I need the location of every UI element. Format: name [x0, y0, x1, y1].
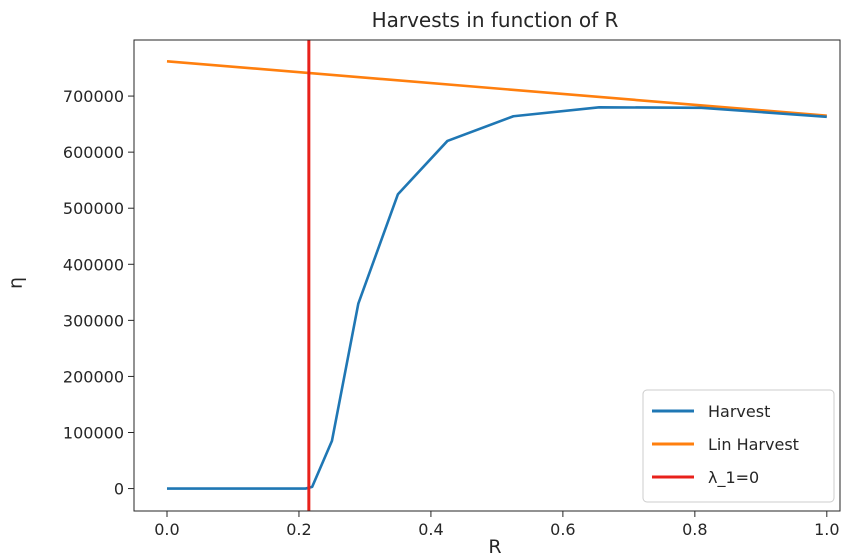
- y-axis-label: η: [5, 277, 27, 289]
- plot-area: [133, 39, 841, 512]
- x-tick-label: 0.2: [286, 520, 311, 539]
- x-tick-label: 1.0: [814, 520, 839, 539]
- y-tick-label: 300000: [63, 311, 124, 330]
- legend-label: Lin Harvest: [708, 435, 799, 454]
- series-line-lin-harvest: [166, 60, 827, 117]
- y-tick-label: 0: [114, 480, 124, 499]
- legend: Harvest Lin Harvest λ_1=0: [642, 389, 835, 503]
- legend-label: λ_1=0: [708, 468, 759, 488]
- y-tick-label: 600000: [63, 143, 124, 162]
- y-axis: 0 100000 200000 300000 400000 500000 600000 700…: [63, 87, 134, 499]
- series-layer: [166, 40, 827, 511]
- x-tick-label: 0.4: [418, 520, 443, 539]
- legend-label: Harvest: [708, 402, 770, 421]
- y-tick-label: 200000: [63, 367, 124, 386]
- y-tick-label: 500000: [63, 199, 124, 218]
- x-axis: 0.0 0.2 0.4 0.6 0.8 1.0: [154, 511, 840, 539]
- x-axis-label: R: [488, 536, 501, 558]
- legend-box: [642, 389, 835, 503]
- chart-title: Harvests in function of R: [372, 8, 619, 32]
- axes-border: [133, 39, 841, 512]
- y-tick-label: 100000: [63, 424, 124, 443]
- x-tick-label: 0.8: [682, 520, 707, 539]
- x-tick-label: 0.0: [154, 520, 179, 539]
- x-tick-label: 0.6: [550, 520, 575, 539]
- y-tick-label: 400000: [63, 255, 124, 274]
- y-tick-label: 700000: [63, 87, 124, 106]
